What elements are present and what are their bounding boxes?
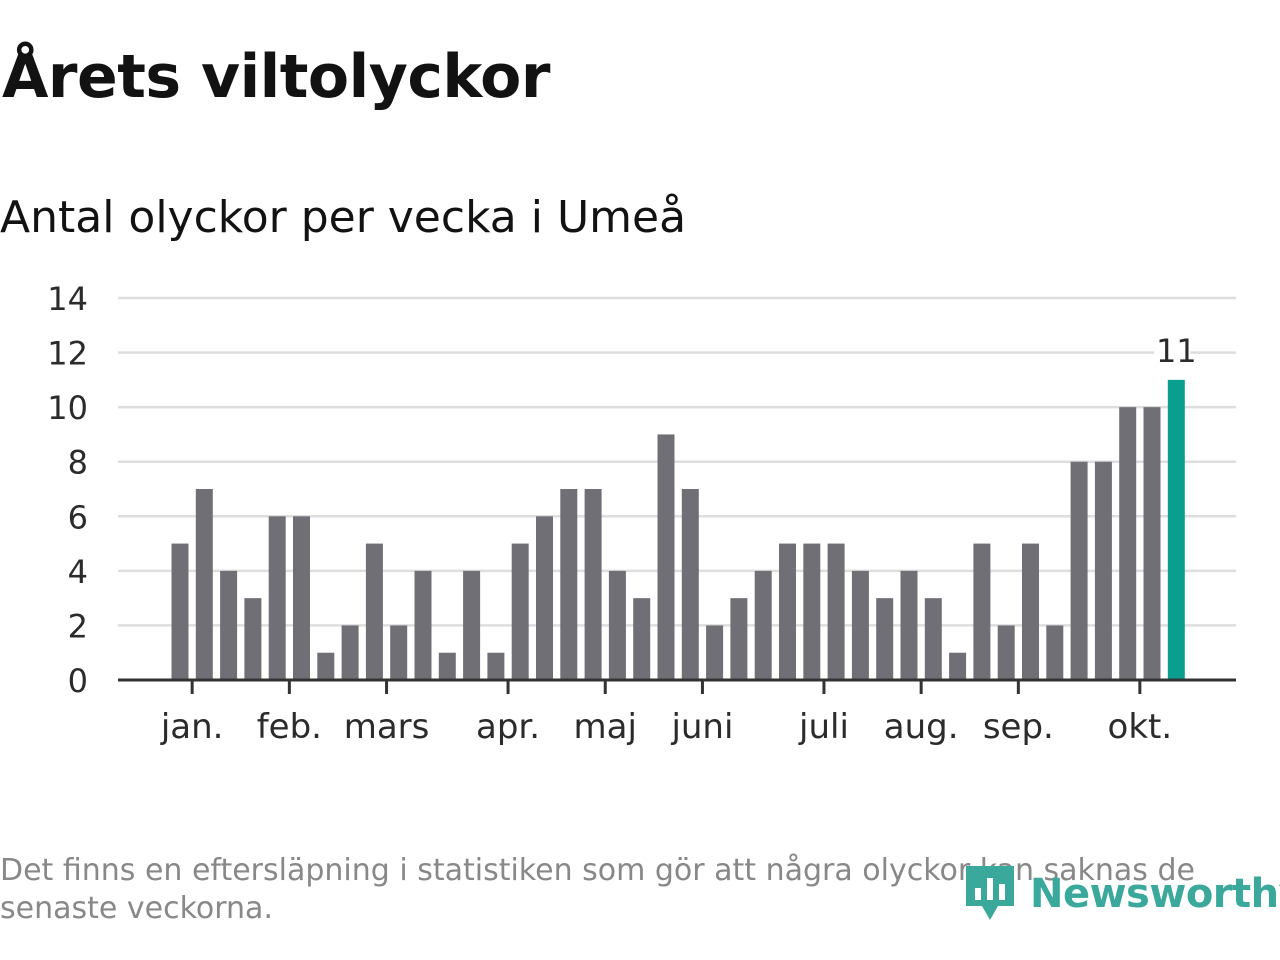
x-tick-label: juli <box>798 707 849 747</box>
bar <box>1022 543 1039 680</box>
bar <box>560 489 578 680</box>
bar <box>657 434 675 680</box>
bar <box>463 570 481 680</box>
x-tick-label: jan. <box>160 707 224 747</box>
bar <box>827 543 845 680</box>
bar <box>438 652 456 680</box>
bar <box>1070 461 1088 680</box>
bar <box>293 516 310 680</box>
bar <box>681 489 699 680</box>
y-tick-label: 10 <box>47 389 88 427</box>
bar <box>1143 407 1161 680</box>
x-tick-label: maj <box>574 707 637 747</box>
bar <box>608 570 626 680</box>
bar <box>244 598 262 680</box>
bar <box>924 598 942 680</box>
bar <box>997 625 1015 680</box>
y-tick-label: 6 <box>68 498 88 536</box>
bar <box>803 543 821 680</box>
bar <box>1094 461 1112 680</box>
bar <box>317 652 335 680</box>
x-tick-label: feb. <box>257 707 322 747</box>
x-tick-label: juni <box>670 707 733 747</box>
newsworthy-logo-icon <box>966 866 1014 920</box>
y-tick-label: 2 <box>68 607 88 645</box>
bar <box>511 543 529 680</box>
x-tick-label: mars <box>344 707 430 747</box>
y-tick-label: 12 <box>47 335 88 373</box>
bar <box>876 598 894 680</box>
bar <box>390 625 408 680</box>
x-tick-label: apr. <box>476 707 540 747</box>
y-tick-label: 14 <box>47 280 88 318</box>
data-labels: 11 <box>1154 332 1197 370</box>
bar <box>1119 407 1137 680</box>
bar <box>220 570 238 680</box>
bar <box>171 543 189 680</box>
x-tick-label: sep. <box>983 707 1054 747</box>
bar-highlight <box>1167 379 1185 680</box>
bar <box>268 516 286 680</box>
bar-chart: 0 2 4 6 8 10 12 14 jan. feb. mars apr. maj juni juli a… <box>47 280 1236 747</box>
y-tick-label: 8 <box>68 444 88 482</box>
y-tick-label: 0 <box>68 662 88 700</box>
brand-logo: Newsworthy <box>964 862 1280 926</box>
data-label: 11 <box>1156 332 1197 370</box>
bars <box>171 379 1185 680</box>
bar <box>779 543 796 680</box>
bar <box>584 489 602 680</box>
x-tick-label: okt. <box>1108 707 1173 747</box>
bar <box>730 598 748 680</box>
bar <box>195 489 213 680</box>
bar <box>365 543 383 680</box>
bar <box>487 652 505 680</box>
bar <box>754 570 772 680</box>
brand-name: Newsworthy <box>1030 871 1280 917</box>
bar <box>973 543 991 680</box>
bar <box>414 570 432 680</box>
bar <box>900 570 918 680</box>
x-axis: jan. feb. mars apr. maj juni juli aug. sep. okt. <box>118 678 1236 747</box>
data-label-bg <box>1154 335 1191 370</box>
x-tick-label: aug. <box>884 707 959 747</box>
bar <box>1046 625 1064 680</box>
chart-subtitle: Antal olyckor per vecka i Umeå <box>0 192 687 243</box>
chart-title: Årets viltolyckor <box>2 42 551 112</box>
y-axis-ticks: 0 2 4 6 8 10 12 14 <box>47 280 88 700</box>
bar <box>536 516 553 680</box>
bar <box>851 570 869 680</box>
bar <box>341 625 359 680</box>
y-tick-label: 4 <box>68 553 88 591</box>
bar <box>949 652 967 680</box>
bar <box>633 598 651 680</box>
bar <box>706 625 724 680</box>
